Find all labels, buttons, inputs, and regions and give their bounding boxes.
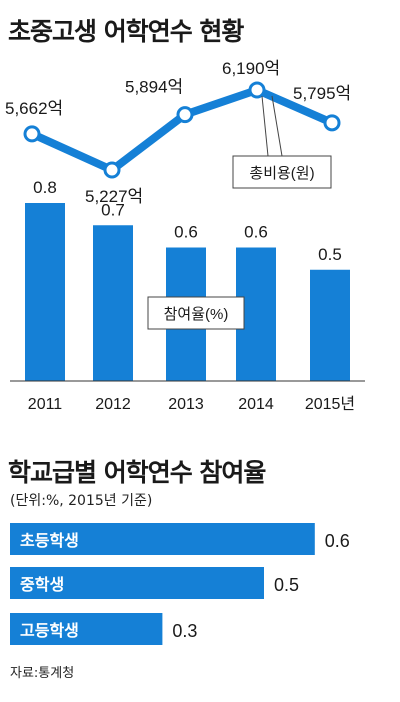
hbar-value-label-2: 0.3: [172, 621, 197, 641]
line-legend-label: 총비용(원): [249, 165, 314, 182]
line-value-label-2: 5,894억: [125, 78, 183, 97]
combo-chart: 0.8 0.7 0.6 0.6 0.5 2011 2012 2013 2014 2015년 참여율(…: [5, 59, 365, 413]
hbar-0: [10, 523, 315, 555]
bar-4: [310, 269, 350, 381]
bar-value-label-1: 0.7: [101, 200, 125, 219]
x-tick-label-1: 2012: [95, 396, 131, 413]
line-legend-leader-2: [261, 95, 269, 157]
hbar-value-label-1: 0.5: [274, 575, 299, 595]
x-tick-label-2: 2013: [168, 396, 204, 413]
hbar-value-label-0: 0.6: [325, 531, 350, 551]
hbar-category-label-2: 고등학생: [20, 622, 79, 640]
cost-point-1: [103, 161, 121, 179]
line-legend-leader: [271, 95, 283, 157]
bar-legend-box: [147, 296, 245, 330]
bar-1: [93, 225, 133, 381]
hbar-category-label-0: 초등학생: [20, 532, 79, 550]
chart-title-participation: 학교급별 어학연수 참여율: [8, 458, 266, 487]
line-value-label-0: 5,662억: [5, 99, 63, 118]
chart-title-cost: 초중고생 어학연수 현황: [8, 17, 244, 46]
hbar-category-label-1: 중학생: [20, 576, 64, 594]
bar-legend-label: 참여율(%): [164, 306, 229, 323]
source-note: 자료:통계청: [10, 666, 75, 681]
x-tick-label-3: 2014: [238, 396, 274, 413]
cost-point-2: [176, 106, 194, 124]
line-value-label-3: 6,190억: [222, 59, 280, 78]
bar-value-label-4: 0.5: [318, 245, 342, 264]
bar-value-label-0: 0.8: [33, 178, 57, 197]
bar-value-label-3: 0.6: [244, 223, 268, 242]
horizontal-bar-chart: 초등학생 0.6 중학생 0.5 고등학생 0.3: [10, 523, 350, 645]
hbar-2: [10, 613, 163, 645]
x-tick-label-4: 2015년: [305, 395, 355, 413]
bar-value-label-2: 0.6: [174, 223, 198, 242]
cost-point-0: [23, 125, 41, 143]
bar-0: [25, 203, 65, 381]
cost-point-3: [248, 81, 266, 99]
line-value-label-4: 5,795억: [293, 84, 351, 103]
unit-note: (단위:%, 2015년 기준): [10, 493, 153, 509]
x-tick-label-0: 2011: [28, 396, 63, 413]
cost-point-4: [323, 114, 341, 132]
line-value-label-1: 5,227억: [85, 187, 143, 206]
line-legend-box: [232, 155, 332, 189]
hbar-1: [10, 567, 264, 599]
